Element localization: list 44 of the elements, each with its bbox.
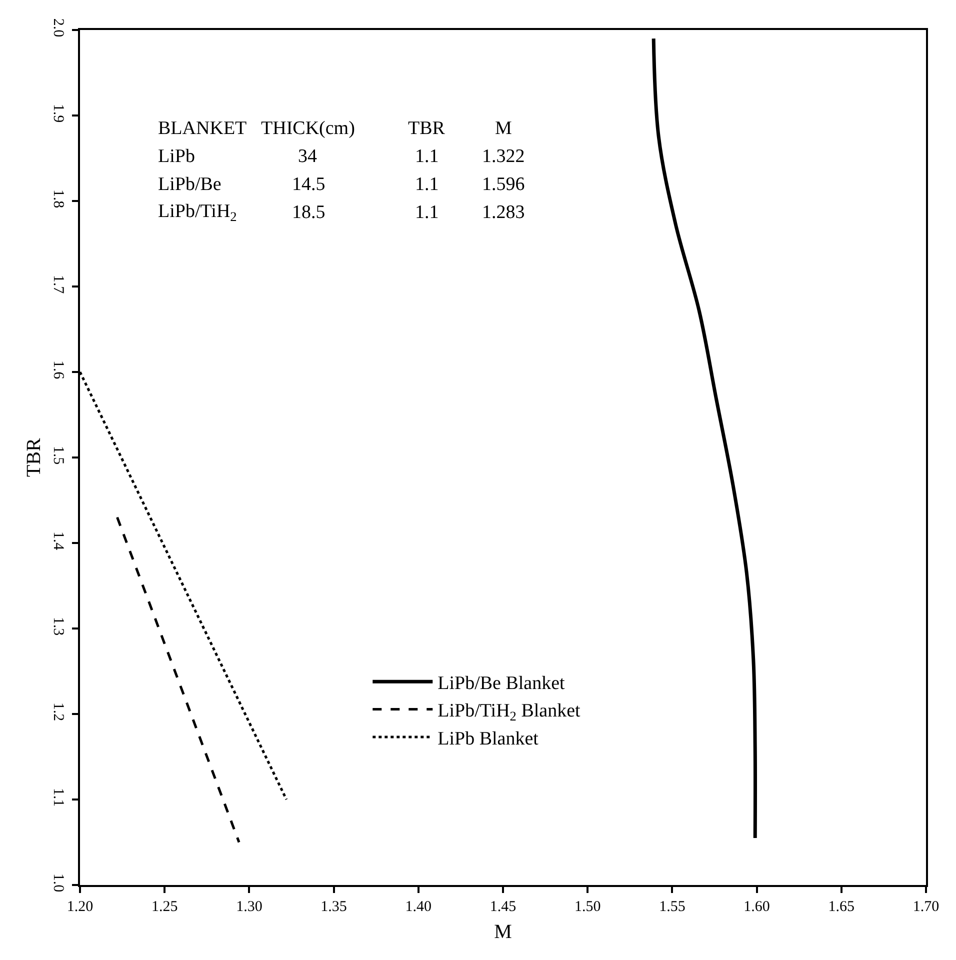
annotation: BLANKET [158, 118, 248, 139]
annotation: 1.322 [482, 146, 525, 167]
annotation: 1.283 [482, 202, 525, 223]
annotation: 1.1 [415, 174, 439, 195]
annotation: LiPb/TiH$_{2}$ [158, 201, 237, 224]
annotation: 1.1 [415, 146, 439, 167]
y-axis-title: TBR [23, 437, 45, 477]
y-tick-label: 1.8 [50, 189, 66, 208]
x-tick-label: 1.50 [574, 899, 601, 915]
legend-label: LiPb/Be Blanket [438, 673, 566, 694]
y-tick-label: 2.0 [50, 18, 66, 38]
y-tick-label: 1.7 [50, 274, 66, 294]
x-tick-label: 1.70 [912, 899, 940, 915]
annotation: 34 [298, 146, 318, 167]
annotation: THICK(cm) [261, 118, 355, 139]
annotation: TBR [408, 118, 446, 139]
x-tick-label: 1.25 [151, 899, 178, 915]
y-tick-label: 1.5 [50, 446, 66, 465]
y-tick-label: 1.4 [50, 531, 66, 551]
x-tick-label: 1.60 [744, 899, 770, 915]
legend-label: LiPb/TiH$_{2}$ Blanket [438, 700, 582, 724]
x-tick-label: 1.55 [659, 899, 686, 915]
annotation: 18.5 [292, 202, 326, 223]
x-tick-label: 1.35 [320, 899, 347, 915]
x-tick-label: 1.65 [828, 899, 855, 915]
y-tick-label: 1.2 [50, 702, 66, 722]
annotation: 1.1 [415, 202, 439, 223]
annotation: 1.596 [482, 174, 525, 195]
y-tick-label: 1.0 [50, 873, 66, 892]
x-tick-label: 1.30 [236, 899, 262, 915]
x-tick-label: 1.45 [490, 899, 516, 915]
annotation: 14.5 [292, 174, 326, 195]
y-tick-label: 1.1 [50, 788, 66, 807]
x-tick-label: 1.20 [66, 899, 94, 915]
annotation: M [495, 118, 512, 139]
y-tick-label: 1.3 [50, 616, 66, 636]
y-tick-label: 1.9 [50, 104, 66, 123]
x-tick-label: 1.40 [405, 899, 432, 915]
y-tick-label: 1.6 [50, 360, 66, 380]
x-axis-title: M [494, 921, 512, 943]
annotation: LiPb/Be [158, 174, 222, 195]
line-series [652, 36, 758, 840]
annotation: LiPb [158, 146, 195, 167]
legend-label: LiPb Blanket [438, 728, 540, 750]
